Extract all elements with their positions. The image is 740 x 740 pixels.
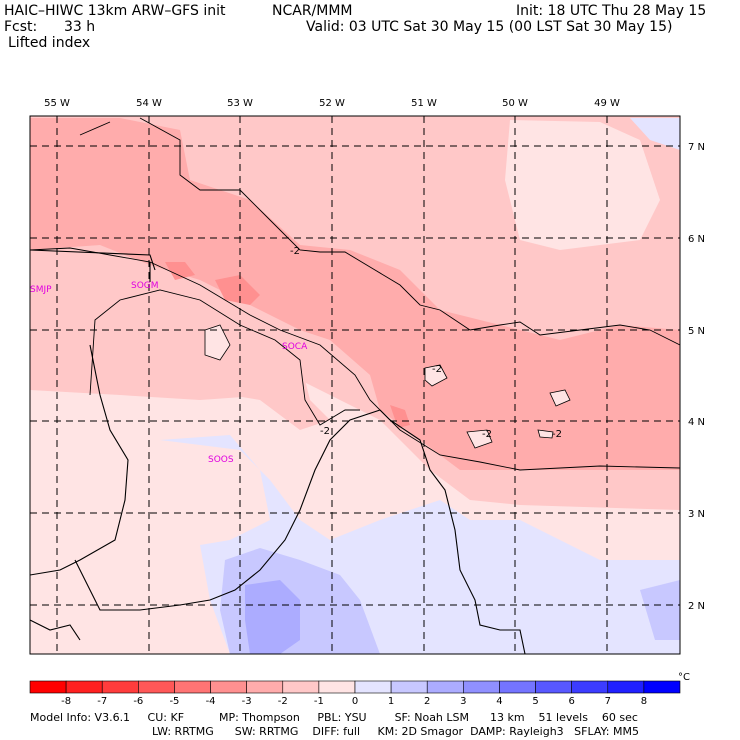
colorbar-swatch bbox=[101, 680, 139, 694]
contour-minus-2 bbox=[30, 117, 680, 471]
forecast-label: Fcst: bbox=[4, 19, 38, 35]
map-area bbox=[30, 116, 680, 654]
li-island-4 bbox=[466, 429, 493, 449]
center-label: NCAR/MMM bbox=[272, 3, 353, 19]
li-island-5 bbox=[537, 429, 554, 439]
colorbar-swatch bbox=[571, 680, 609, 694]
lon-label-55w: 55 W bbox=[44, 98, 70, 109]
colorbar-unit: °C bbox=[678, 672, 690, 683]
colorbar-swatch bbox=[390, 680, 428, 694]
colorbar-swatch bbox=[282, 680, 320, 694]
lat-label-4n: 4 N bbox=[688, 417, 705, 428]
lat-label-5n: 5 N bbox=[688, 326, 705, 337]
lon-label-49w: 49 W bbox=[594, 98, 620, 109]
colorbar-tick-label: 2 bbox=[424, 696, 430, 707]
colorbar-tick-label: -8 bbox=[61, 696, 71, 707]
colorbar-tick-label: -2 bbox=[278, 696, 288, 707]
li-area-blue-4 bbox=[640, 580, 680, 640]
lon-label-52w: 52 W bbox=[319, 98, 345, 109]
lat-label-2n: 2 N bbox=[688, 601, 705, 612]
border-south bbox=[74, 409, 381, 611]
valid-time: Valid: 03 UTC Sat 30 May 15 (00 LST Sat … bbox=[306, 19, 673, 35]
colorbar: -8 -7 -6 -5 -4 -3 -2 -1 0 1 2 3 4 5 6 7 8 °C bbox=[29, 672, 690, 707]
colorbar-tick-label: -3 bbox=[242, 696, 252, 707]
colorbar-swatch bbox=[607, 680, 645, 694]
li-area-dark-1 bbox=[215, 275, 260, 305]
colorbar-swatch bbox=[210, 680, 247, 694]
colorbar-swatch bbox=[643, 680, 681, 694]
station-label-sogm: SOGM bbox=[131, 281, 159, 291]
colorbar-tick-label: -6 bbox=[133, 696, 143, 707]
colorbar-tick-label: 0 bbox=[352, 696, 358, 707]
lon-label-54w: 54 W bbox=[136, 98, 162, 109]
lon-label-50w: 50 W bbox=[502, 98, 528, 109]
colorbar-swatch bbox=[354, 680, 392, 694]
colorbar-tick-label: 6 bbox=[568, 696, 574, 707]
map-frame bbox=[29, 115, 681, 655]
model-info-line-1: Model Info: V3.6.1 CU: KF MP: Thompson P… bbox=[30, 711, 638, 724]
li-island-2 bbox=[424, 364, 448, 387]
station-label-smjp: SMJP bbox=[30, 285, 52, 295]
station-label-soos: SOOS bbox=[208, 455, 234, 465]
border-west bbox=[30, 619, 81, 641]
border-suriname-fg bbox=[30, 344, 129, 576]
colorbar-tick-label: -1 bbox=[314, 696, 324, 707]
contour-label: -2 bbox=[320, 426, 330, 437]
colorbar-swatch bbox=[499, 680, 536, 694]
li-island-1 bbox=[204, 324, 231, 361]
station-label-soca: SOCA bbox=[282, 342, 308, 352]
lat-label-7n: 7 N bbox=[688, 142, 705, 153]
init-time: Init: 18 UTC Thu 28 May 15 bbox=[516, 3, 707, 19]
lon-label-53w: 53 W bbox=[227, 98, 253, 109]
colorbar-tick-label: 1 bbox=[388, 696, 394, 707]
li-area-dark-3 bbox=[390, 405, 410, 428]
coastline-north bbox=[30, 249, 156, 282]
graticule bbox=[30, 116, 680, 654]
contour-label: -2 bbox=[552, 429, 562, 440]
contour-label: -2 bbox=[290, 246, 300, 257]
li-area-dark-2 bbox=[165, 262, 195, 280]
li-area-pale bbox=[505, 120, 660, 250]
li-area-blue-3 bbox=[245, 580, 300, 654]
lat-label-6n: 6 N bbox=[688, 234, 705, 245]
li-island-3 bbox=[549, 389, 571, 407]
colorbar-tick-label: 5 bbox=[532, 696, 538, 707]
colorbar-tick-label: 3 bbox=[460, 696, 466, 707]
colorbar-tick-label: 8 bbox=[641, 696, 647, 707]
coastline bbox=[379, 409, 526, 654]
forecast-hour: 33 h bbox=[64, 19, 96, 35]
field-name: Lifted index bbox=[8, 35, 91, 51]
colorbar-tick-label: 7 bbox=[605, 696, 611, 707]
colorbar-swatch bbox=[246, 680, 284, 694]
contour-label: -2 bbox=[482, 429, 492, 440]
colorbar-swatch bbox=[138, 680, 175, 694]
lon-label-51w: 51 W bbox=[411, 98, 437, 109]
contour-label: -2 bbox=[432, 364, 442, 375]
lat-label-3n: 3 N bbox=[688, 509, 705, 520]
colorbar-swatch bbox=[426, 680, 464, 694]
contour-minus-2-b bbox=[89, 289, 360, 426]
model-info-line-2: LW: RRTMG SW: RRTMG DIFF: full KM: 2D Sm… bbox=[152, 725, 639, 738]
colorbar-swatch bbox=[463, 680, 500, 694]
colorbar-swatch bbox=[535, 680, 572, 694]
li-area-blue-5 bbox=[630, 118, 680, 150]
model-title: HAIC–HIWC 13km ARW–GFS init bbox=[4, 3, 226, 19]
colorbar-swatch bbox=[318, 680, 356, 694]
colorbar-swatch bbox=[29, 680, 67, 694]
li-area-medium bbox=[30, 118, 680, 470]
colorbar-tick-label: -5 bbox=[169, 696, 179, 707]
colorbar-swatch bbox=[65, 680, 103, 694]
colorbar-tick-label: 4 bbox=[496, 696, 502, 707]
colorbar-swatch bbox=[174, 680, 211, 694]
colorbar-tick-label: -4 bbox=[206, 696, 216, 707]
colorbar-tick-label: -7 bbox=[97, 696, 107, 707]
